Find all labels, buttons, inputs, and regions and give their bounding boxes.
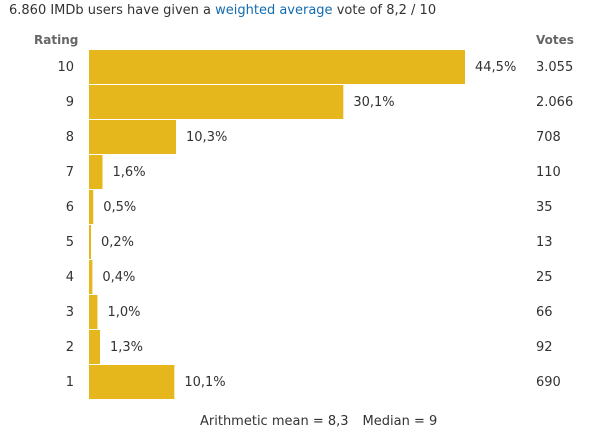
summary-prefix: 6.860 IMDb users have given a bbox=[9, 3, 211, 18]
percentage-label: 1,3% bbox=[110, 340, 143, 355]
arithmetic-mean: Arithmetic mean = 8,3 bbox=[200, 414, 349, 429]
vote-count: 708 bbox=[536, 130, 561, 145]
summary-suffix: vote of 8,2 / 10 bbox=[336, 3, 437, 18]
rating-summary: 6.860 IMDb users have given a weighted a… bbox=[9, 3, 436, 18]
median: Median = 9 bbox=[362, 414, 438, 429]
rating-label: 3 bbox=[66, 305, 74, 320]
vote-count: 3.055 bbox=[536, 60, 573, 75]
vote-count: 13 bbox=[536, 235, 553, 250]
percentage-label: 1,0% bbox=[107, 305, 140, 320]
percentage-label: 44,5% bbox=[475, 60, 516, 75]
rating-label: 10 bbox=[57, 60, 74, 75]
rating-bar bbox=[89, 225, 91, 259]
rating-bar bbox=[89, 50, 465, 84]
rating-bar bbox=[89, 260, 93, 294]
rating-label: 7 bbox=[66, 165, 74, 180]
vote-count: 690 bbox=[536, 375, 561, 390]
percentage-label: 1,6% bbox=[113, 165, 146, 180]
percentage-label: 0,4% bbox=[102, 270, 135, 285]
vote-count: 35 bbox=[536, 200, 553, 215]
percentage-label: 0,5% bbox=[103, 200, 136, 215]
percentage-label: 0,2% bbox=[101, 235, 134, 250]
rating-label: 9 bbox=[66, 95, 74, 110]
rating-bar bbox=[89, 190, 94, 224]
vote-count: 66 bbox=[536, 305, 553, 320]
rating-column-header: Rating bbox=[34, 33, 79, 47]
rating-label: 1 bbox=[66, 375, 74, 390]
rating-label: 5 bbox=[66, 235, 74, 250]
rating-bar bbox=[89, 295, 98, 329]
rating-bar bbox=[89, 155, 103, 189]
percentage-label: 30,1% bbox=[353, 95, 394, 110]
percentage-label: 10,3% bbox=[186, 130, 227, 145]
rating-bar bbox=[89, 365, 175, 399]
vote-count: 92 bbox=[536, 340, 553, 355]
rating-bar bbox=[89, 330, 100, 364]
vote-count: 110 bbox=[536, 165, 561, 180]
rating-label: 6 bbox=[66, 200, 74, 215]
weighted-average-link[interactable]: weighted average bbox=[215, 3, 333, 18]
votes-column-header: Votes bbox=[536, 33, 574, 47]
rating-label: 4 bbox=[66, 270, 74, 285]
rating-bar bbox=[89, 85, 344, 119]
vote-count: 2.066 bbox=[536, 95, 573, 110]
percentage-label: 10,1% bbox=[184, 375, 225, 390]
rating-label: 2 bbox=[66, 340, 74, 355]
rating-bar bbox=[89, 120, 177, 154]
vote-count: 25 bbox=[536, 270, 553, 285]
rating-label: 8 bbox=[66, 130, 74, 145]
statistics-footer: Arithmetic mean = 8,3 Median = 9 bbox=[200, 414, 437, 429]
